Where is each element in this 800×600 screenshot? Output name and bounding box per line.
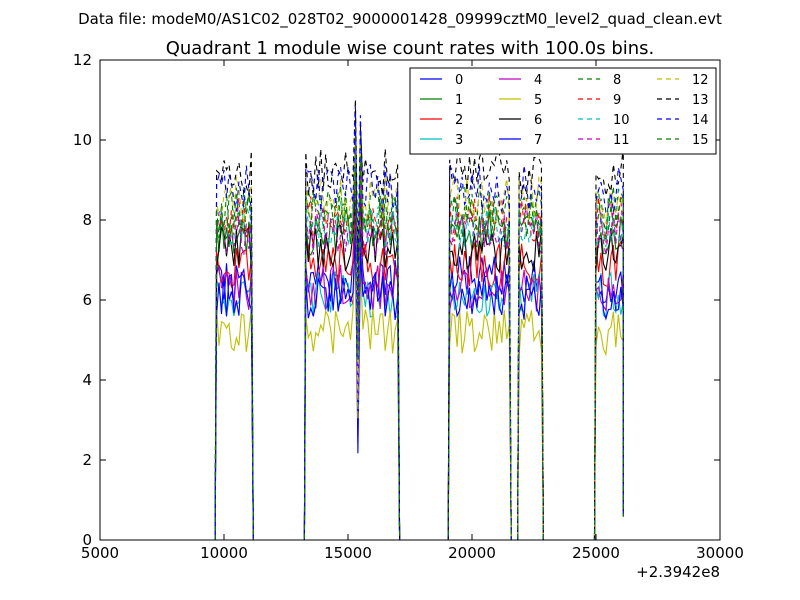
chart-title: Quadrant 1 module wise count rates with … [166, 38, 655, 59]
legend-label: 3 [455, 133, 463, 148]
x-tick-label: 30000 [696, 544, 744, 562]
y-tick-label: 12 [73, 51, 92, 69]
series-layer [214, 99, 624, 540]
series-line-10 [214, 136, 624, 540]
x-tick-label: 5000 [81, 544, 119, 562]
legend-label: 2 [455, 113, 463, 128]
y-tick-label: 10 [73, 131, 92, 149]
series-line-8 [214, 137, 624, 540]
legend-label: 1 [455, 93, 463, 108]
x-tick-label: 10000 [200, 544, 248, 562]
legend-label: 14 [692, 113, 709, 128]
legend-label: 10 [613, 113, 630, 128]
legend-label: 11 [613, 133, 630, 148]
legend-label: 7 [534, 133, 542, 148]
series-line-13 [214, 99, 624, 540]
legend-label: 8 [613, 73, 621, 88]
legend-label: 13 [692, 93, 709, 108]
legend-label: 15 [692, 133, 709, 148]
y-tick-label: 8 [82, 211, 92, 229]
x-tick-label: 15000 [324, 544, 372, 562]
x-tick-label: 25000 [572, 544, 620, 562]
y-tick-label: 6 [82, 291, 92, 309]
legend-label: 5 [534, 93, 542, 108]
series-line-15 [214, 156, 624, 540]
y-tick-label: 4 [82, 371, 92, 389]
series-line-4 [214, 210, 624, 540]
series-line-7 [214, 233, 624, 540]
legend-frame [409, 67, 717, 155]
y-tick-label: 2 [82, 451, 92, 469]
x-axis-offset-label: +2.3942e8 [636, 563, 720, 581]
legend-label: 0 [455, 73, 463, 88]
legend-label: 6 [534, 113, 542, 128]
x-tick-label: 20000 [448, 544, 496, 562]
legend-label: 9 [613, 93, 621, 108]
y-tick-label: 0 [82, 531, 92, 549]
series-line-12 [214, 135, 624, 540]
series-line-5 [214, 246, 624, 540]
legend-label: 4 [534, 73, 542, 88]
supertitle: Data file: modeM0/AS1C02_028T02_90000014… [78, 10, 722, 29]
series-line-11 [214, 160, 624, 540]
legend-label: 12 [692, 73, 709, 88]
